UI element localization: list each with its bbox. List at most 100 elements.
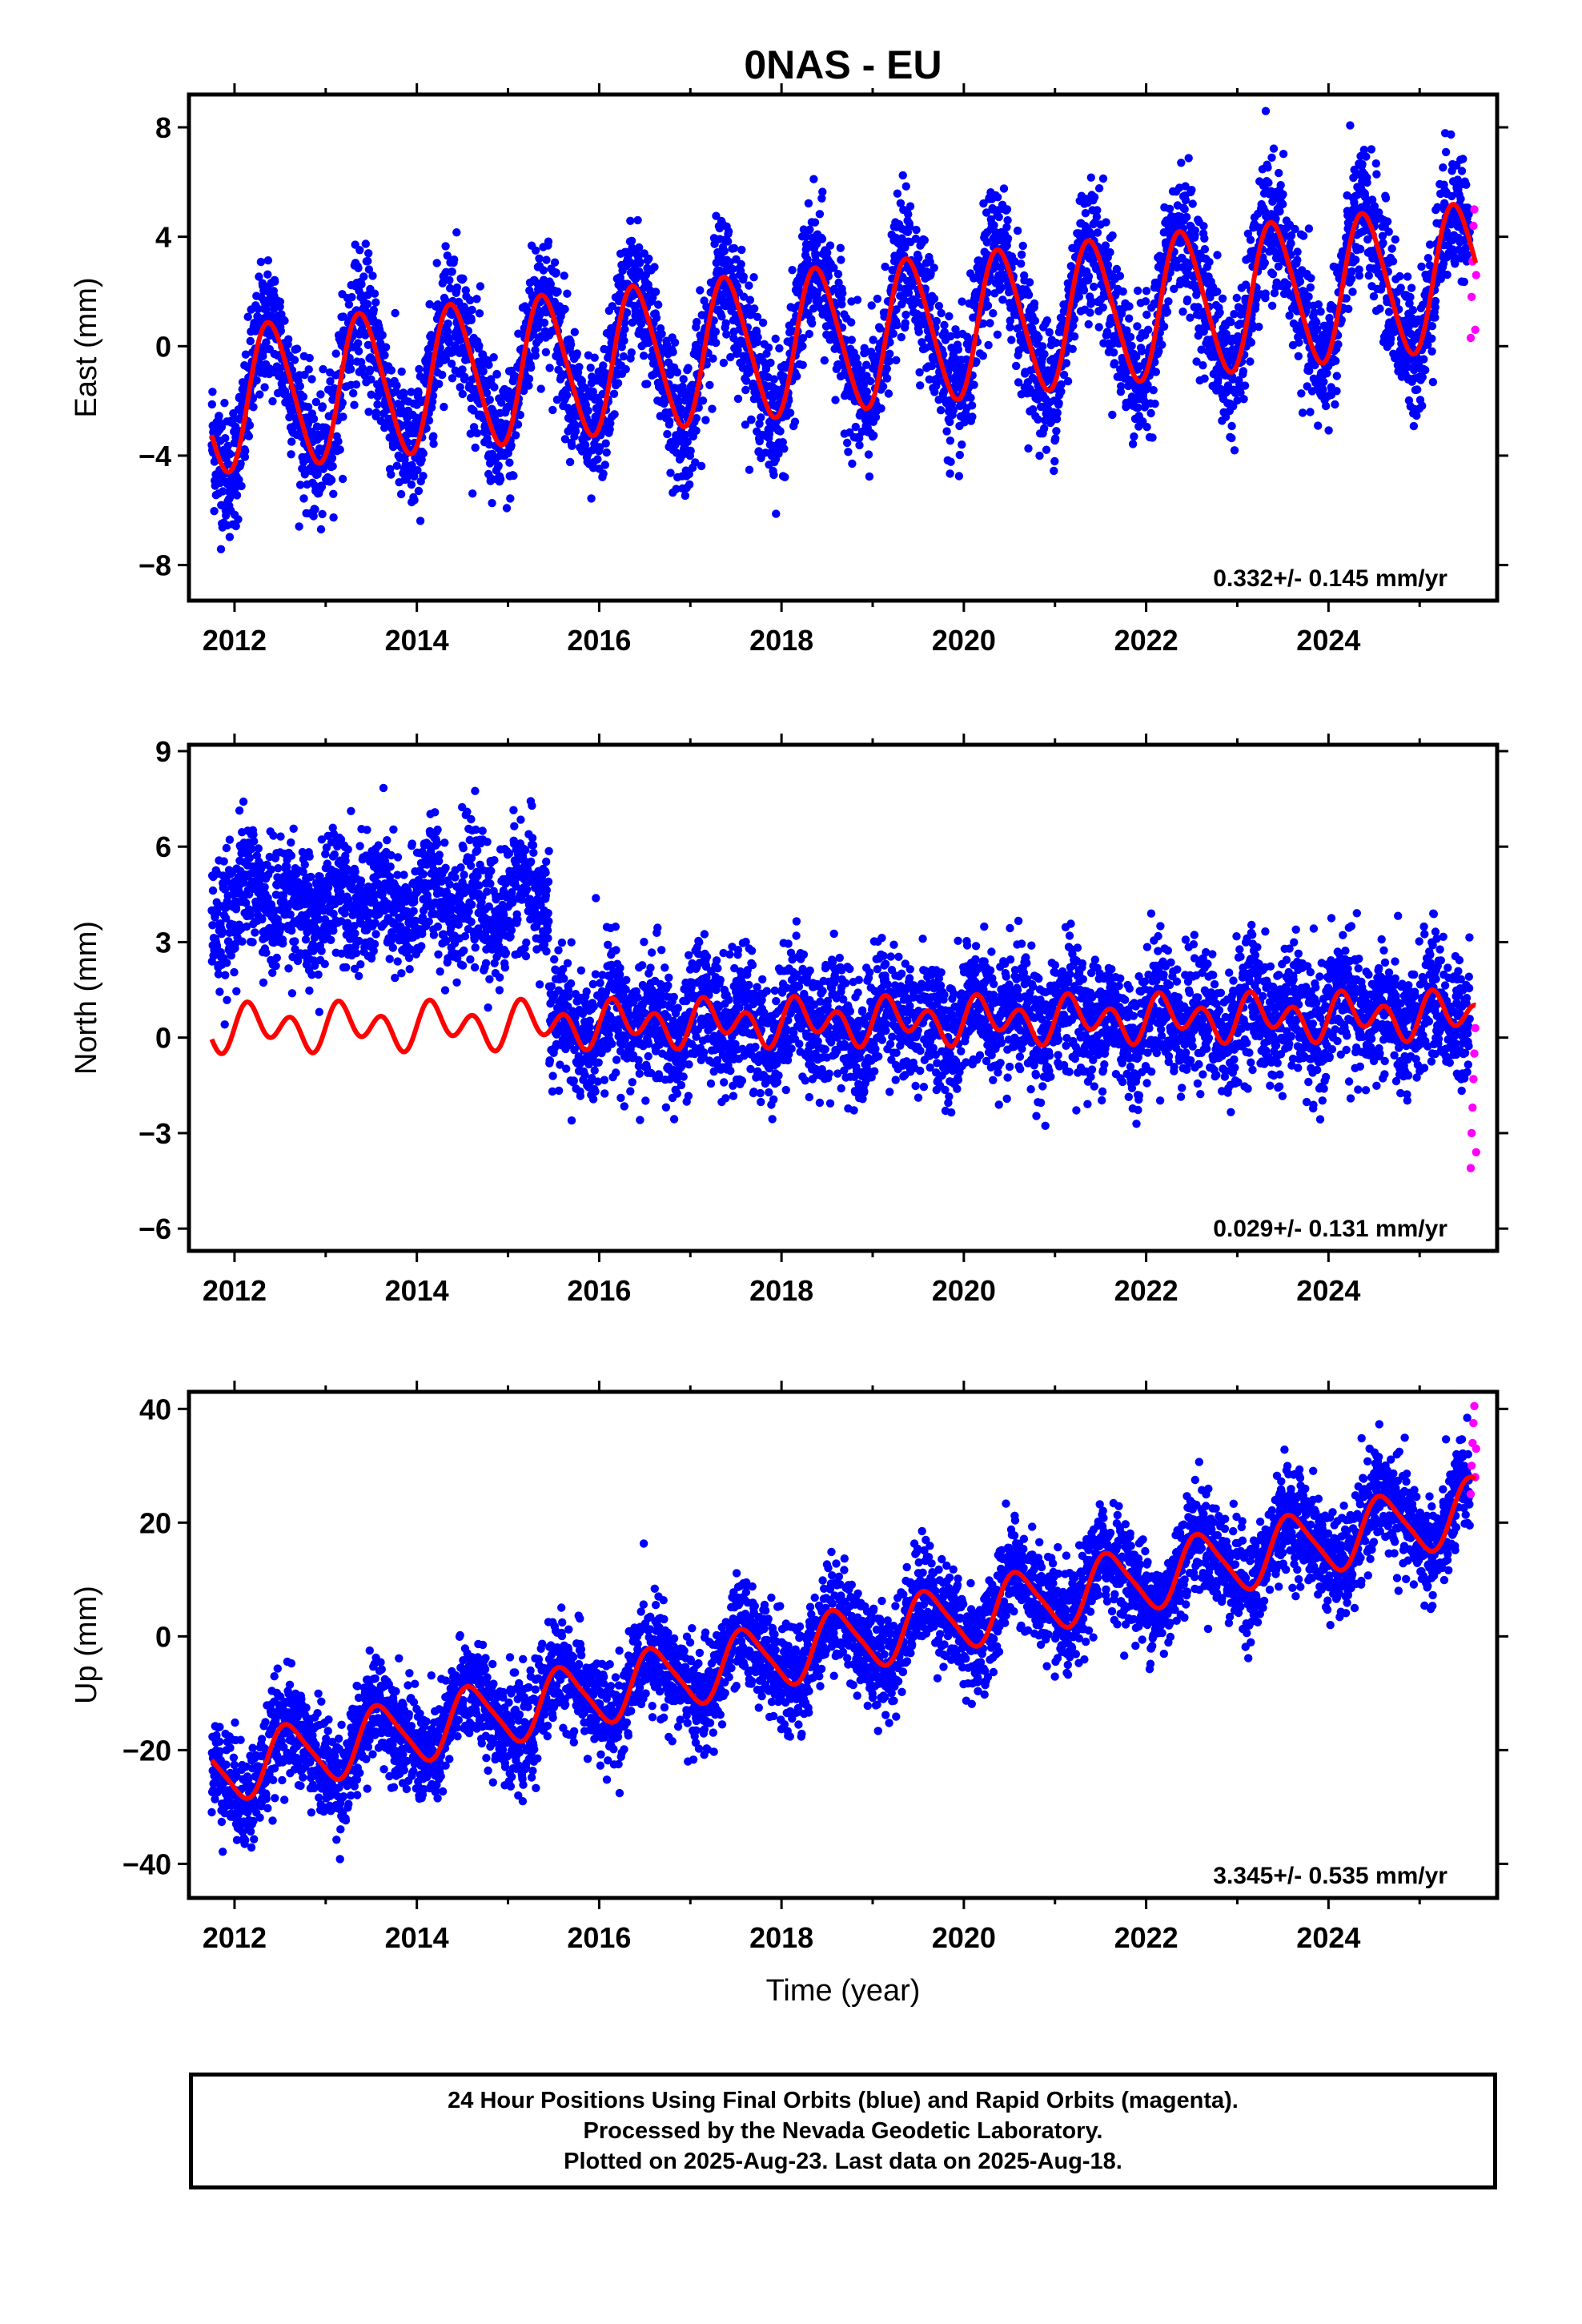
data-point [392,461,401,470]
data-point [978,352,988,360]
data-point [484,360,493,369]
data-point [982,208,991,217]
data-point [708,404,717,413]
data-point [1323,368,1331,378]
data-point [1040,424,1049,433]
data-point [475,341,484,350]
data-point [387,470,396,479]
data-point [711,328,721,336]
data-point [836,243,845,252]
data-point [986,319,994,328]
data-point [833,270,843,279]
data-point [754,447,763,456]
data-point [275,297,285,306]
data-point [419,449,428,458]
data-point [280,316,289,325]
data-point [346,358,355,367]
data-point [1191,226,1200,235]
data-point [1332,387,1341,396]
data-point [219,487,227,496]
data-point [570,328,579,336]
data-point [1418,372,1427,382]
data-point [1014,378,1023,387]
data-point [1294,352,1303,360]
data-point [438,370,447,380]
data-point [365,365,375,374]
data-point [290,356,299,364]
data-point [930,294,939,304]
data-point [414,486,424,496]
data-point [809,175,818,183]
data-point [666,370,675,379]
data-point [1431,313,1439,322]
data-point [359,272,368,281]
data-point [1118,287,1127,296]
data-point [899,296,909,305]
data-point [524,381,533,390]
data-point [215,412,223,420]
data-point [721,319,730,328]
data-point [1247,338,1256,347]
data-point [679,375,688,384]
data-point [469,406,478,415]
data-point [1427,334,1436,343]
data-point [1007,336,1016,344]
data-point [1117,382,1126,391]
data-point [1205,258,1214,267]
data-point [696,286,705,295]
data-point [1246,357,1255,366]
data-point [1283,280,1292,289]
data-point [354,339,363,348]
data-point [443,327,452,336]
data-point [1293,255,1302,264]
data-point [443,251,452,260]
data-point [905,202,915,211]
data-point [1387,244,1396,253]
data-point [553,287,562,296]
data-point [733,346,742,355]
data-point [885,338,894,347]
data-point [1304,292,1313,301]
data-point [1093,228,1102,237]
data-point [1034,333,1043,342]
data-point [1017,259,1026,268]
data-point [966,393,975,402]
data-point [429,440,438,448]
data-point [1403,272,1412,281]
data-point [1084,272,1094,281]
data-point [1103,260,1113,270]
data-point [817,235,827,243]
data-point [1362,152,1371,161]
data-point [593,455,602,464]
data-point [441,242,450,251]
data-point [221,434,230,443]
data-point [295,382,304,391]
data-point [1165,204,1174,213]
data-point [859,380,869,390]
data-point [867,301,876,310]
data-point [1215,308,1224,317]
data-point [407,480,416,489]
data-point [710,239,719,248]
data-point [1447,130,1456,139]
data-point [893,320,901,330]
data-point [415,364,424,374]
data-point [945,312,954,321]
data-point [450,255,459,264]
data-point [467,316,476,324]
data-point [1068,344,1077,353]
data-point [544,237,553,246]
data-point [548,405,557,415]
data-point [994,212,1003,222]
data-point [397,367,406,376]
data-point [217,501,226,509]
data-point [639,352,648,360]
data-point [1035,451,1044,460]
data-point [1409,421,1419,431]
data-point [316,525,326,534]
data-point [263,270,272,279]
data-point [488,499,496,508]
data-point [327,453,337,463]
data-point [673,399,683,408]
data-point [210,507,219,516]
